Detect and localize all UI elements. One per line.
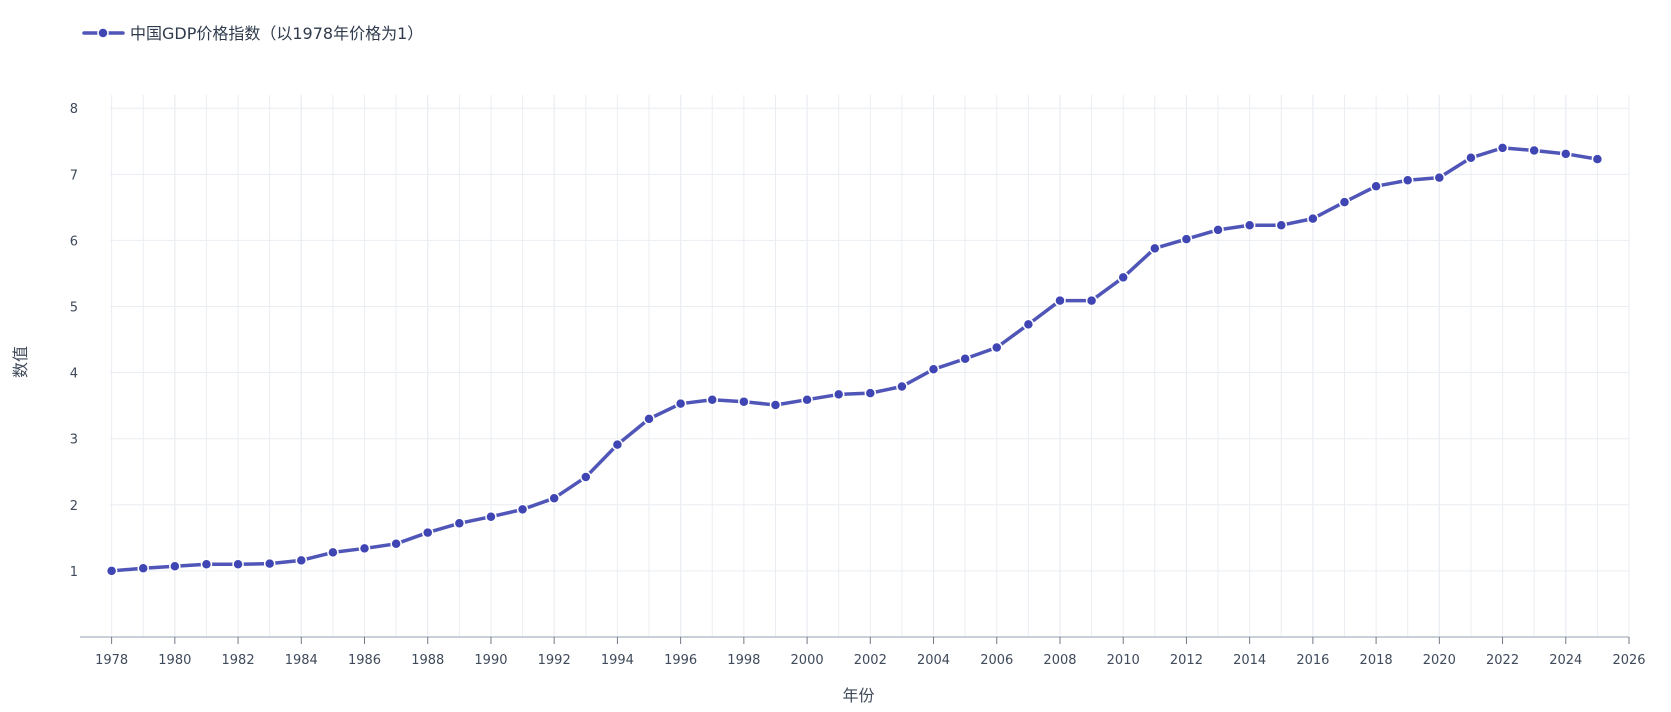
data-point[interactable] [1465,152,1477,164]
data-point[interactable] [327,546,339,559]
y-tick-label: 3 [70,433,78,448]
x-tick-label: 2002 [854,653,887,668]
data-point[interactable] [390,538,402,550]
data-point[interactable] [453,517,466,530]
data-point[interactable] [959,352,971,365]
data-point[interactable] [1117,271,1129,284]
data-point[interactable] [516,503,529,516]
data-point[interactable] [738,395,750,408]
x-tick-label: 2014 [1233,653,1266,668]
y-tick-label: 8 [70,102,78,117]
x-tick-label: 1994 [601,653,634,668]
x-tick-label: 1988 [411,653,444,668]
data-point[interactable] [169,560,181,573]
x-tick-label: 2000 [791,653,824,668]
data-point[interactable] [927,363,940,376]
data-point[interactable] [1149,242,1161,255]
x-tick-label: 1978 [95,653,128,668]
data-point[interactable] [832,388,845,401]
y-tick-label: 1 [70,565,78,580]
x-tick-label: 1990 [474,653,507,668]
data-point[interactable] [580,471,592,483]
data-point[interactable] [769,399,782,411]
y-tick-label: 7 [70,168,78,183]
x-axis-title: 年份 [842,686,874,705]
data-point[interactable] [1496,142,1509,154]
x-tick-label: 2024 [1549,653,1582,668]
series-layer [105,142,1604,577]
y-tick-label: 6 [70,234,78,249]
gdp-price-index-line[interactable] [109,146,1600,573]
data-point[interactable] [1054,294,1066,307]
x-tick-label: 1992 [538,653,571,668]
x-tick-label: 2004 [917,653,950,668]
data-point[interactable] [200,558,213,571]
x-tick-label: 1982 [222,653,255,668]
data-point[interactable] [358,542,371,555]
data-point[interactable] [896,380,908,393]
data-point[interactable] [1212,224,1224,236]
x-tick-label: 1984 [285,653,318,668]
x-tick-label: 2022 [1486,653,1519,668]
x-tick-label: 1986 [348,653,381,668]
data-point[interactable] [295,554,308,567]
data-point[interactable] [1022,318,1035,331]
data-point[interactable] [1433,171,1446,184]
y-tick-label: 2 [70,499,78,514]
data-point[interactable] [991,341,1003,354]
data-point[interactable] [1243,219,1256,231]
x-tick-label: 1996 [664,653,697,668]
data-point[interactable] [864,387,877,399]
legend-marker-swatch [97,27,109,39]
x-tick-label: 2018 [1360,653,1393,668]
data-point[interactable] [1307,212,1319,225]
x-tick-label: 2026 [1612,653,1645,668]
x-tick-label: 2012 [1170,653,1203,668]
y-tick-label: 4 [70,367,78,382]
data-point[interactable] [643,413,655,425]
x-tick-label: 2020 [1423,653,1456,668]
data-point[interactable] [548,492,560,504]
data-point[interactable] [1560,148,1572,160]
x-tick-label: 2008 [1043,653,1076,668]
x-tick-label: 2016 [1296,653,1329,668]
legend[interactable]: 中国GDP价格指数（以1978年价格为1） [82,24,423,43]
data-point[interactable] [706,393,718,406]
data-point[interactable] [1338,196,1351,208]
axis-layer: 1978 1980 1982 1984 1986 1988 1990 1992 1994 1996… [70,102,1646,668]
data-point[interactable] [801,393,813,406]
data-point[interactable] [421,526,434,539]
data-point[interactable] [105,565,118,577]
data-point[interactable] [611,438,624,451]
x-tick-label: 2010 [1107,653,1140,668]
data-point[interactable] [674,397,687,410]
data-point[interactable] [1180,233,1193,245]
legend-series-label: 中国GDP价格指数（以1978年价格为1） [130,24,423,43]
data-point[interactable] [232,558,244,571]
data-point[interactable] [1370,180,1382,192]
data-point[interactable] [1591,153,1604,165]
y-tick-label: 5 [70,301,78,316]
y-axis-title: 数值 [11,346,30,378]
x-tick-label: 1980 [158,653,191,668]
data-point[interactable] [263,557,276,570]
data-point[interactable] [1085,294,1098,307]
data-point[interactable] [1528,144,1540,157]
x-tick-label: 2006 [980,653,1013,668]
data-point[interactable] [137,562,149,575]
data-point[interactable] [1275,219,1288,231]
data-point[interactable] [485,510,497,523]
data-point[interactable] [1401,174,1414,187]
x-tick-label: 1998 [727,653,760,668]
grid-layer [110,95,1630,637]
